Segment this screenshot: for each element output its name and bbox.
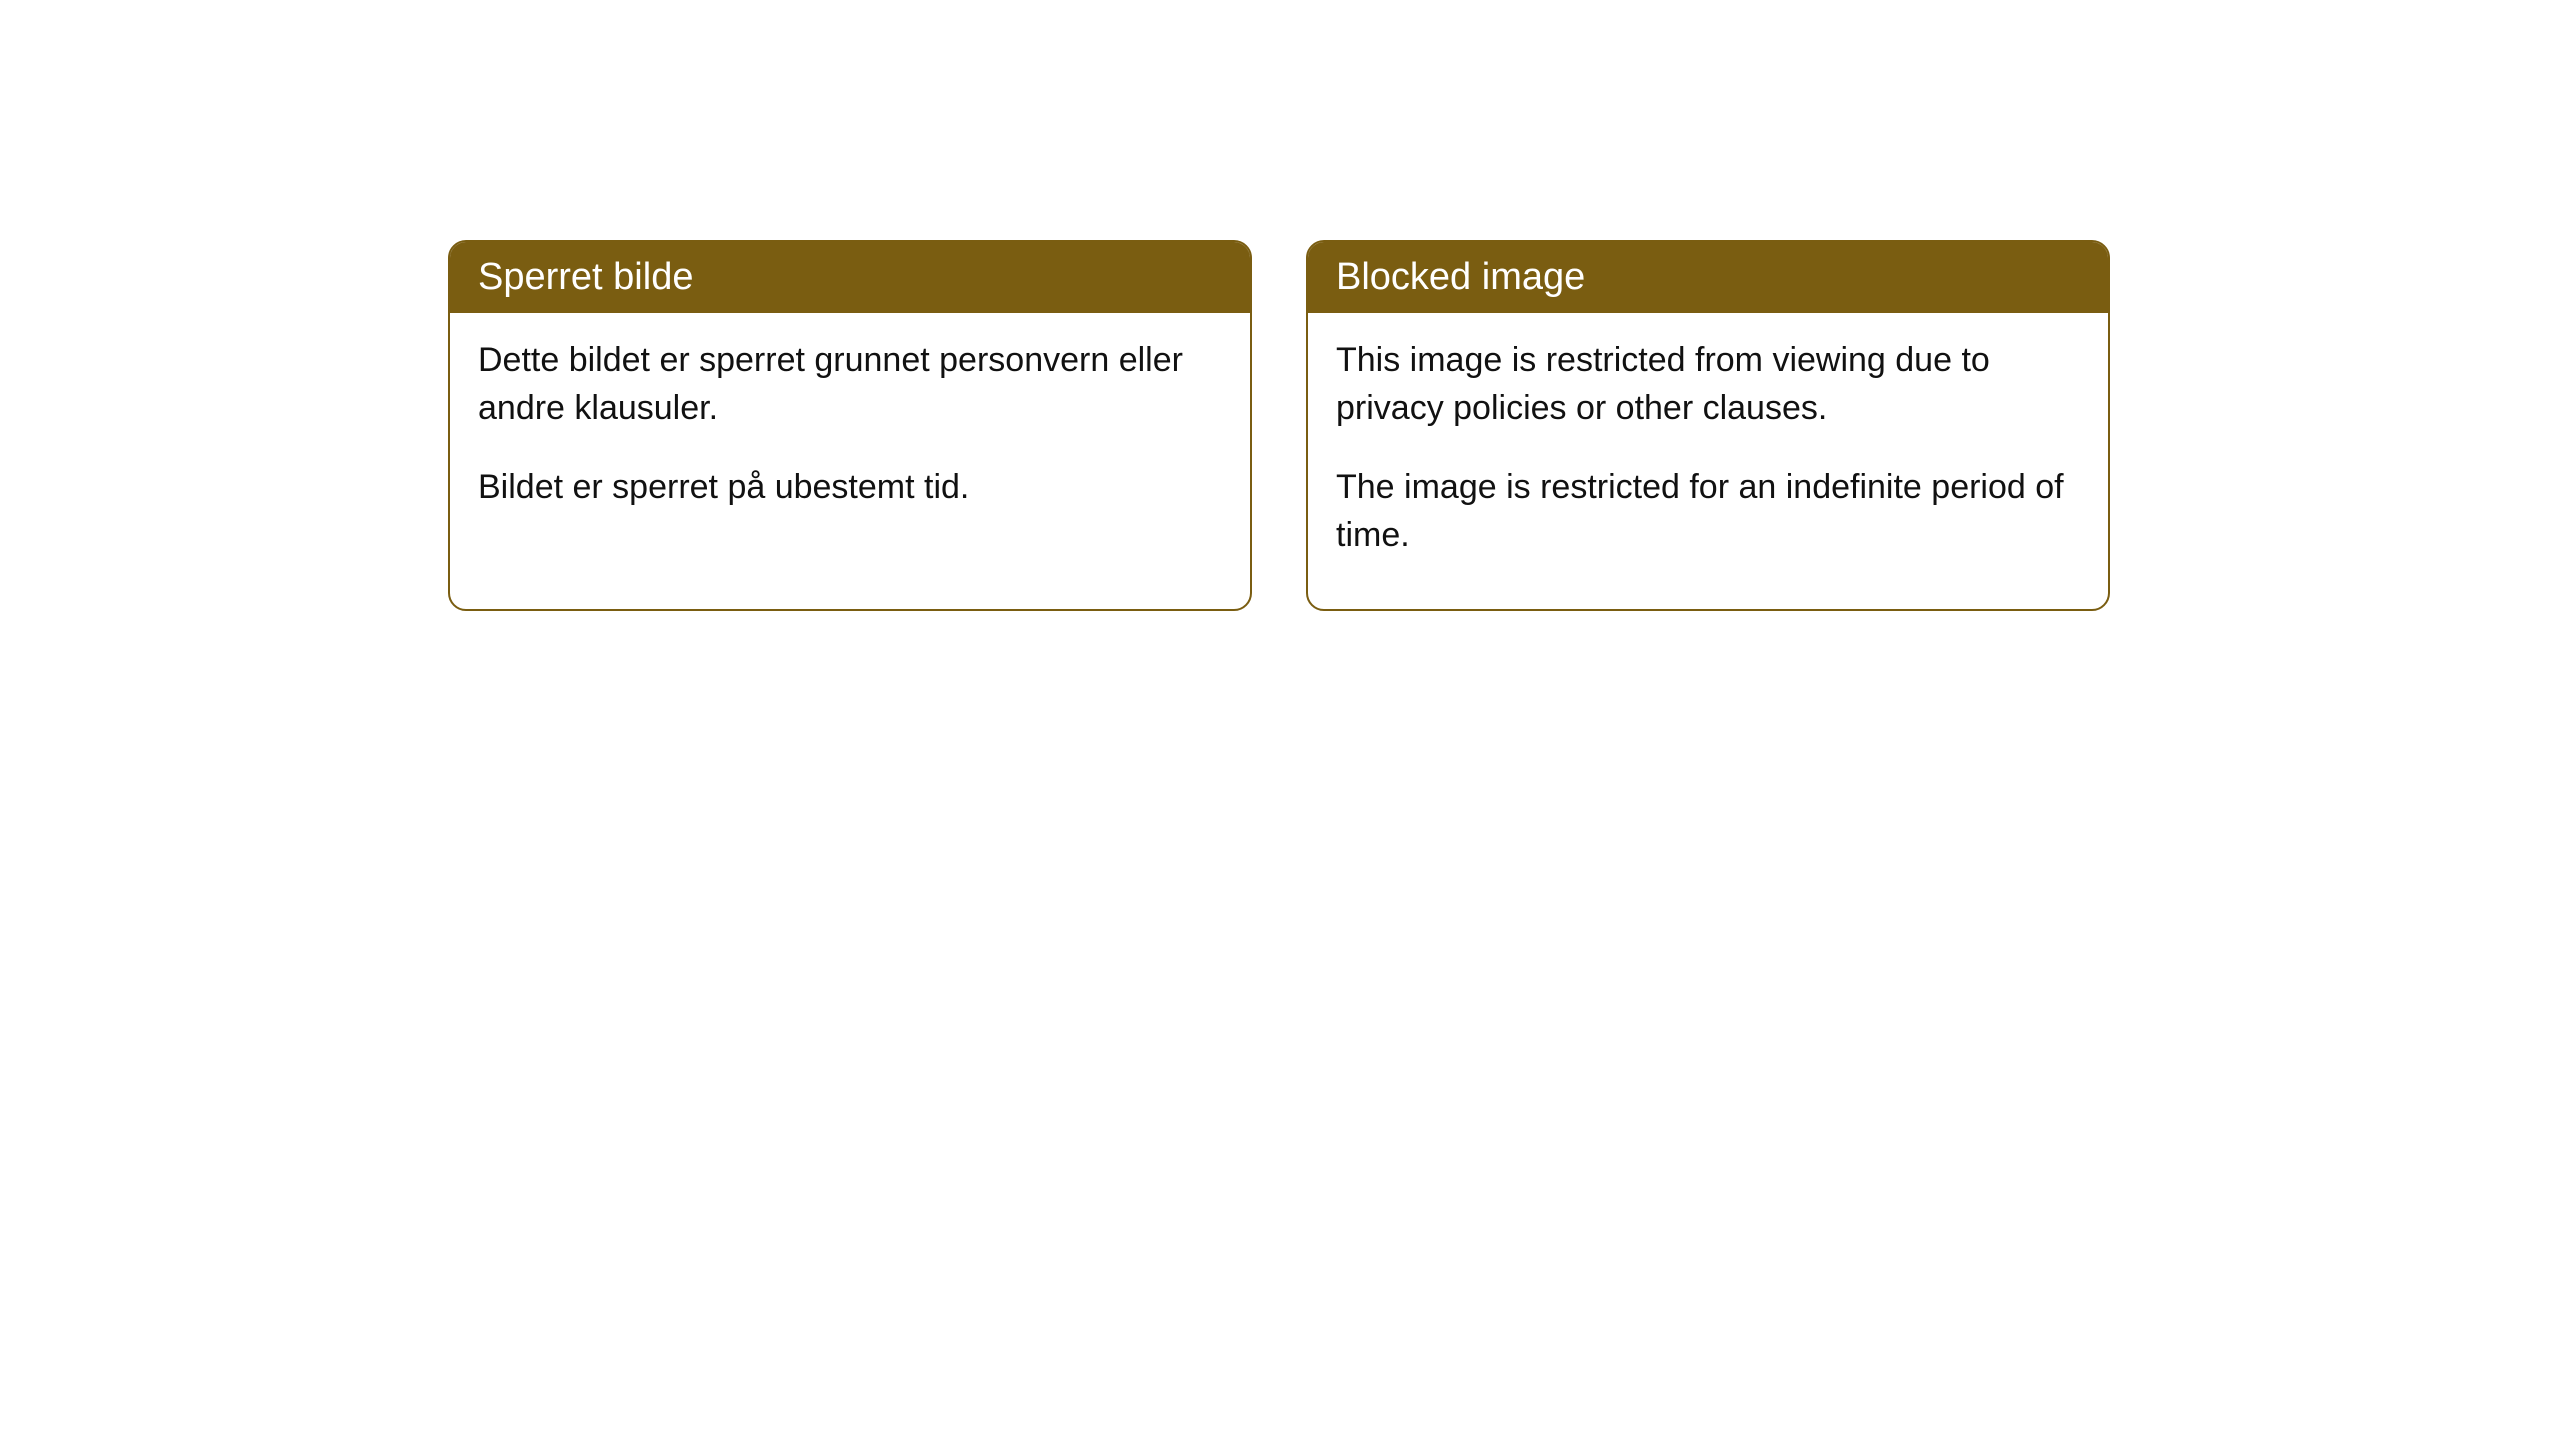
card-header-english: Blocked image bbox=[1308, 242, 2108, 313]
card-body-english: This image is restricted from viewing du… bbox=[1308, 313, 2108, 609]
card-paragraph-1-norwegian: Dette bildet er sperret grunnet personve… bbox=[478, 337, 1222, 432]
card-paragraph-2-norwegian: Bildet er sperret på ubestemt tid. bbox=[478, 464, 1222, 512]
cards-container: Sperret bilde Dette bildet er sperret gr… bbox=[0, 0, 2560, 611]
card-body-norwegian: Dette bildet er sperret grunnet personve… bbox=[450, 313, 1250, 562]
card-paragraph-1-english: This image is restricted from viewing du… bbox=[1336, 337, 2080, 432]
card-paragraph-2-english: The image is restricted for an indefinit… bbox=[1336, 464, 2080, 559]
blocked-image-card-norwegian: Sperret bilde Dette bildet er sperret gr… bbox=[448, 240, 1252, 611]
blocked-image-card-english: Blocked image This image is restricted f… bbox=[1306, 240, 2110, 611]
card-header-norwegian: Sperret bilde bbox=[450, 242, 1250, 313]
